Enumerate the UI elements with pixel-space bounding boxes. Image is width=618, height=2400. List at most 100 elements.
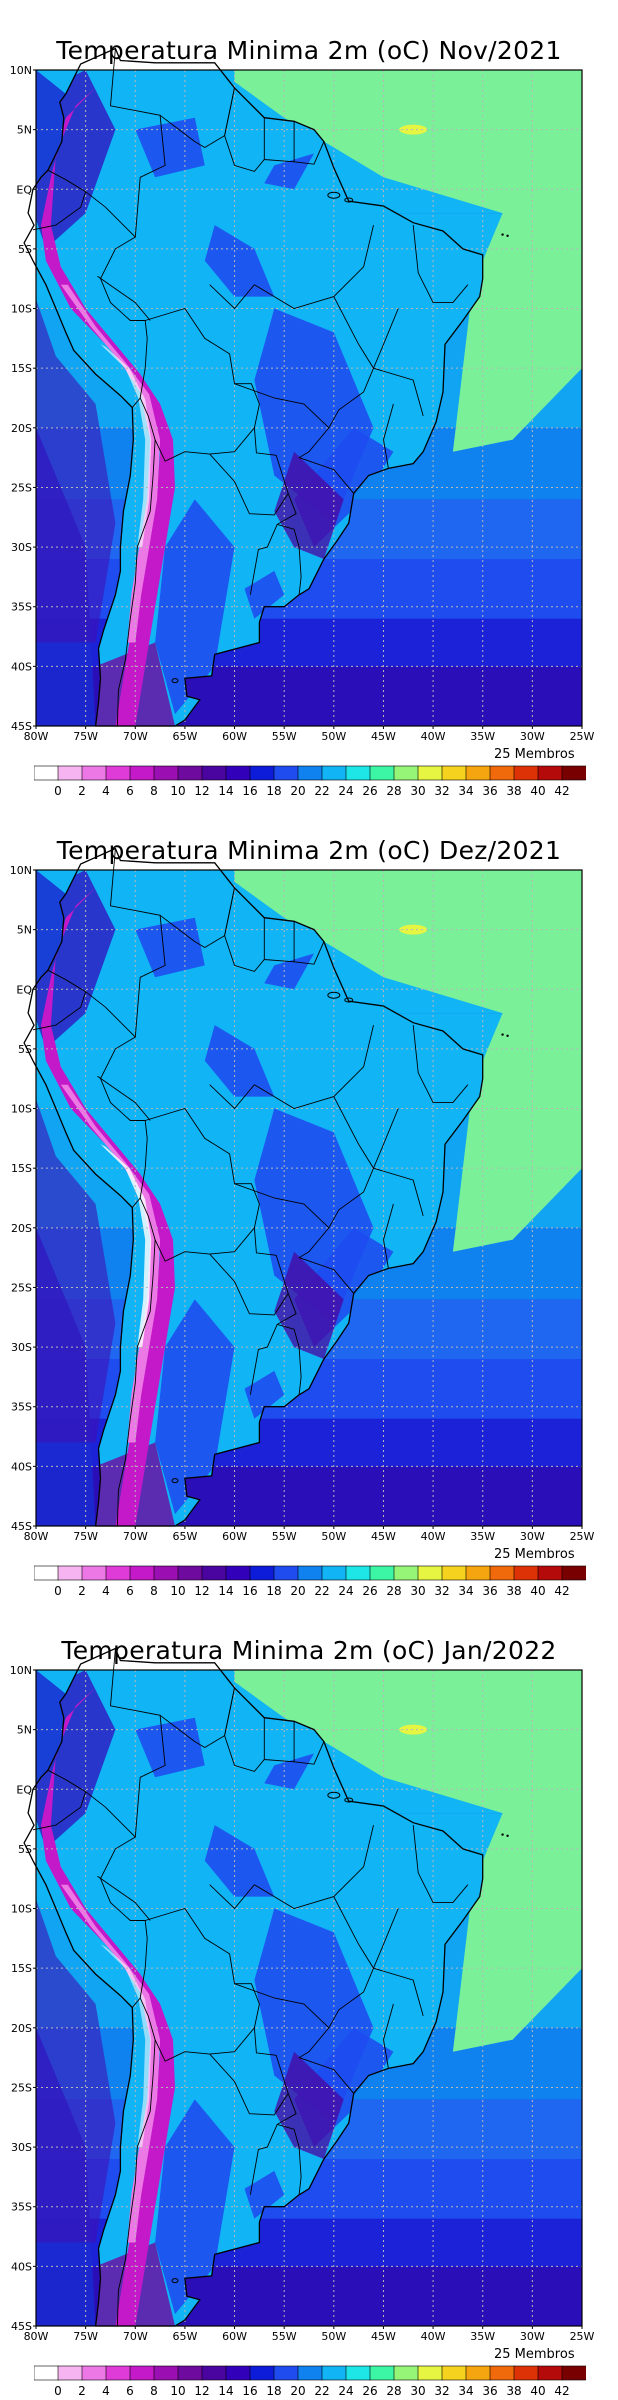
- lat-tick-label: EQ: [16, 983, 32, 996]
- lon-tick-label: 25W: [570, 1530, 595, 1543]
- colorbar-tick-label: 8: [150, 2384, 158, 2398]
- lat-tick-label: 5S: [18, 1043, 32, 1056]
- colorbar-swatch: [513, 2365, 539, 2381]
- border-line: [412, 1825, 469, 1904]
- colorbar-swatch: [273, 1565, 299, 1581]
- colorbar-swatch: [537, 765, 563, 781]
- border-line: [298, 1896, 375, 2058]
- lat-tick-label: 5S: [18, 243, 32, 256]
- colorbar-tick-label: 20: [290, 2384, 306, 2398]
- colorbar-swatch: [441, 2365, 467, 2381]
- border-line: [254, 1824, 374, 1909]
- colorbar-tick-label: 24: [338, 1584, 354, 1598]
- border-line: [383, 1203, 394, 1269]
- lat-tick-label: 10S: [11, 1103, 32, 1116]
- colorbar-tick-label: 30: [410, 784, 426, 798]
- border-line: [100, 236, 148, 408]
- lon-tick-label: 45W: [371, 1530, 396, 1543]
- colorbar-swatch: [417, 1565, 443, 1581]
- border-line: [234, 1983, 330, 2029]
- border-line: [32, 1791, 87, 1831]
- colorbar-swatch: [393, 2365, 419, 2381]
- lon-tick-label: 45W: [371, 2330, 396, 2343]
- colorbar-swatch: [249, 1565, 275, 1581]
- colorbar-swatch: [369, 1565, 395, 1581]
- map-title: Temperatura Minima 2m (oC) Nov/2021: [56, 36, 562, 65]
- colorbar-swatch: [489, 765, 515, 781]
- colorbar-swatch: [57, 2365, 83, 2381]
- colorbar-swatch: [105, 1565, 131, 1581]
- lon-tick-label: 40W: [421, 2330, 446, 2343]
- ensemble-members-label: 25 Membros: [494, 1547, 575, 1562]
- map-title: Temperatura Minima 2m (oC) Dez/2021: [56, 836, 562, 865]
- colorbar-swatch: [57, 765, 83, 781]
- colorbar-labels: 0 2 4 6 8 10 12 14 16 18 20 22 24 26 28 30 32 34 36 38 40 42: [34, 1584, 586, 1600]
- colorbar-labels: 0 2 4 6 8 10 12 14 16 18 20 22 24 26 28 30 32 34 36 38 40 42: [34, 2384, 586, 2400]
- map-title: Temperatura Minima 2m (oC) Jan/2022: [61, 1636, 557, 1665]
- border-line: [298, 296, 375, 458]
- island: [506, 1834, 509, 1837]
- border-line: [412, 1025, 469, 1104]
- coastline: [23, 847, 484, 1527]
- island: [327, 1791, 341, 1799]
- lat-tick-label: 45S: [11, 2320, 32, 2333]
- lon-tick-label: 65W: [172, 730, 197, 743]
- colorbar-swatch: [201, 765, 227, 781]
- colorbar-tick-label: 2: [78, 1584, 86, 1598]
- colorbar-tick-label: 18: [266, 784, 282, 798]
- lon-tick-label: 60W: [222, 730, 247, 743]
- colorbar-swatch: [177, 1565, 203, 1581]
- colorbar-tick-label: 10: [170, 784, 186, 798]
- colorbar-tick-label: 6: [126, 2384, 134, 2398]
- lon-tick-label: 65W: [172, 1530, 197, 1543]
- colorbar-tick-label: 42: [554, 784, 570, 798]
- lon-tick-label: 35W: [470, 1530, 495, 1543]
- colorbar-tick-label: 40: [530, 2384, 546, 2398]
- border-line: [234, 383, 330, 429]
- ensemble-members-label: 25 Membros: [494, 747, 575, 762]
- colorbar-tick-label: 10: [170, 1584, 186, 1598]
- colorbar-swatch: [465, 2365, 491, 2381]
- island: [501, 1033, 504, 1036]
- island: [344, 1797, 354, 1803]
- colorbar-swatch: [513, 765, 539, 781]
- land-cool-region: [204, 1825, 275, 1897]
- colorbar-tick-label: 26: [362, 784, 378, 798]
- island: [327, 191, 341, 199]
- lon-tick-label: 45W: [371, 730, 396, 743]
- border-line: [249, 493, 297, 595]
- lon-tick-label: 55W: [272, 1530, 297, 1543]
- colorbar-tick-label: 4: [102, 1584, 110, 1598]
- colorbar-swatch: [153, 1565, 179, 1581]
- border-line: [254, 1024, 374, 1109]
- colorbar-tick-label: 6: [126, 784, 134, 798]
- border-line: [249, 1293, 297, 1395]
- colorbar-swatch: [441, 765, 467, 781]
- border-line: [209, 284, 255, 310]
- colorbar-swatch: [321, 765, 347, 781]
- lat-tick-label: 35S: [11, 601, 32, 614]
- pacific-upwelling-zone: [36, 1013, 116, 1443]
- lon-tick-label: 30W: [520, 730, 545, 743]
- colorbar-swatch: [153, 765, 179, 781]
- colorbar-tick-label: 22: [314, 2384, 330, 2398]
- colorbar-tick-label: 18: [266, 2384, 282, 2398]
- border-line: [32, 991, 87, 1031]
- border-line: [97, 1075, 151, 1121]
- colorbar-swatch: [129, 2365, 155, 2381]
- lon-tick-label: 60W: [222, 2330, 247, 2343]
- colorbar-swatch: [177, 765, 203, 781]
- colorbar-tick-label: 32: [434, 1584, 450, 1598]
- lat-tick-label: 45S: [11, 720, 32, 733]
- colorbar-tick-label: 0: [54, 2384, 62, 2398]
- border-line: [209, 1884, 255, 1910]
- colorbar-swatch: [81, 1565, 107, 1581]
- lon-tick-label: 40W: [421, 1530, 446, 1543]
- colorbar-tick-label: 6: [126, 1584, 134, 1598]
- colorbar-swatch: [297, 2365, 323, 2381]
- lat-tick-label: 10N: [10, 1664, 32, 1677]
- colorbar-swatch: [201, 2365, 227, 2381]
- lon-tick-label: 50W: [321, 1530, 346, 1543]
- land-cool-region: [204, 225, 275, 297]
